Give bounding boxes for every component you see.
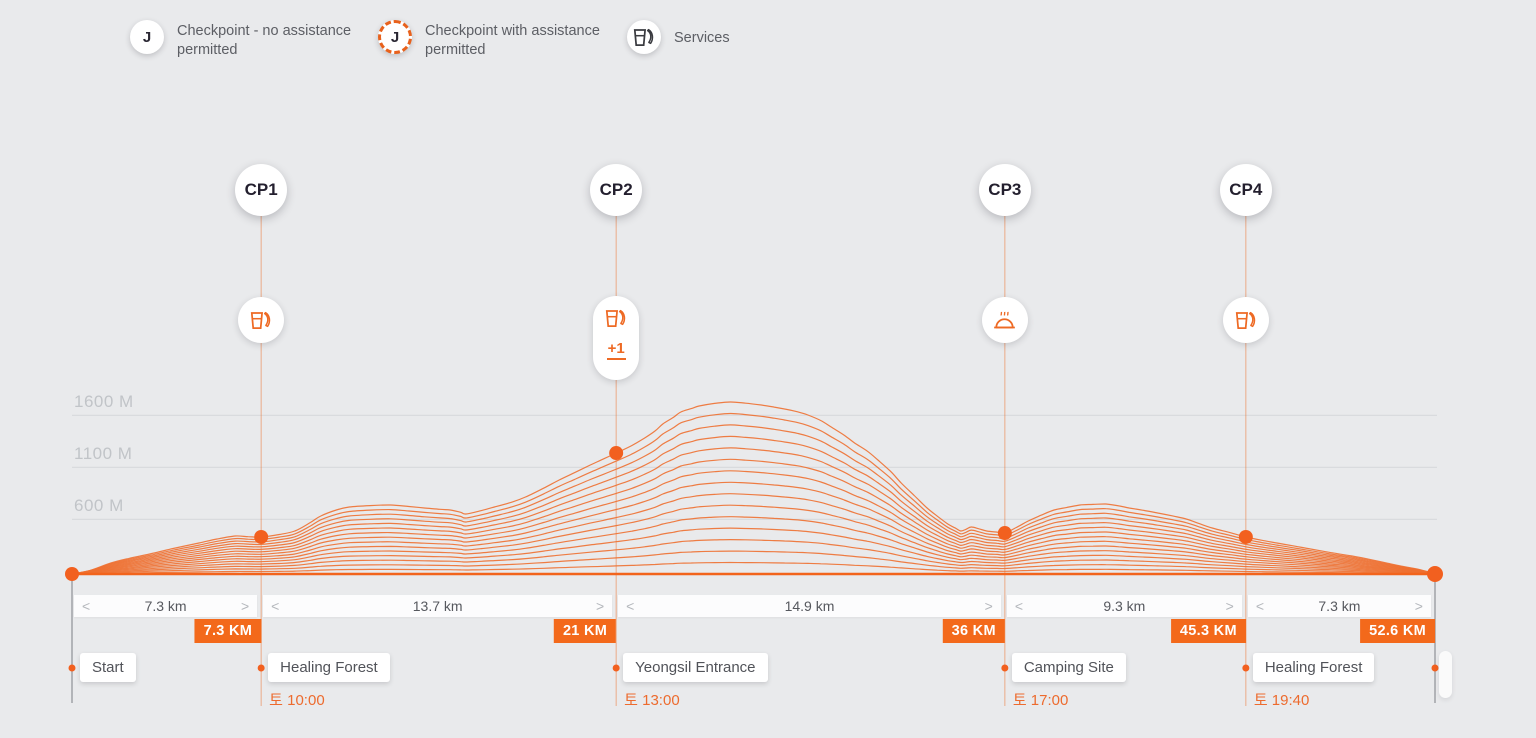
elevation-ridgeline (71, 538, 1436, 575)
elevation-ridgeline (71, 470, 1436, 575)
segment-distance-label: 9.3 km (1103, 598, 1146, 614)
checkpoint-profile-dot (254, 529, 269, 544)
elevation-ridgeline (71, 550, 1436, 575)
next-arrow-icon[interactable]: > (984, 598, 993, 614)
segment-distance-bar: <14.9 km > (618, 595, 1001, 617)
prev-arrow-icon[interactable]: < (1014, 598, 1024, 614)
checkpoint-time-label: 토 13:00 (624, 692, 680, 709)
start-dot (65, 567, 79, 581)
axis-label-elevation: 1100 M (74, 444, 133, 464)
elevation-ridgeline (71, 516, 1436, 575)
elevation-ridgeline (71, 561, 1436, 575)
label-anchor-dot (1431, 664, 1439, 672)
cumulative-km-badge: 7.3 KM (194, 619, 262, 643)
checkpoint-time-label: 토 17:00 (1012, 692, 1069, 709)
elevation-ridgeline (71, 424, 1436, 575)
label-anchor-dot (68, 664, 76, 672)
checkpoint-location-label: Yeongsil Entrance (623, 653, 768, 682)
cumulative-km-badge: 45.3 KM (1170, 619, 1246, 643)
label-anchor-dot (1242, 664, 1250, 672)
prev-arrow-icon[interactable]: < (82, 598, 91, 614)
prev-arrow-icon[interactable]: < (626, 598, 635, 614)
services-icon (238, 297, 285, 343)
checkpoint-solid-icon: J (130, 20, 164, 54)
segment-distance-label: 14.9 km (784, 598, 835, 614)
label-anchor-dot (612, 664, 620, 672)
next-arrow-icon[interactable]: > (595, 598, 605, 614)
services-icon (1222, 297, 1269, 343)
legend-label: Checkpoint - no assistance permitted (177, 23, 352, 58)
finish-dot (1427, 566, 1443, 582)
checkpoint-profile-dot (997, 526, 1012, 541)
extra-services-count[interactable]: +1 (606, 340, 626, 360)
axis-label-elevation: 1600 M (74, 392, 134, 412)
services-pill: +1 (593, 296, 640, 380)
elevation-ridgeline (71, 458, 1436, 575)
checkpoint-location-label: Camping Site (1011, 653, 1126, 682)
checkpoint-location-label: Healing Forest (1252, 653, 1375, 682)
checkpoint-time-label: 토 10:00 (269, 692, 325, 709)
checkpoint-marker-cp2[interactable]: CP2 (590, 164, 643, 216)
legend-item-checkpoint-no-assistance: J Checkpoint - no assistance permitted (130, 20, 367, 60)
segment-distance-label: 7.3 km (1318, 598, 1361, 614)
checkpoint-time-label: 토 19:40 (1253, 692, 1310, 709)
start-label: Start (80, 653, 136, 682)
elevation-ridgeline (71, 493, 1436, 575)
cumulative-km-badge: 21 KM (553, 619, 617, 643)
services-icon (603, 305, 629, 336)
elevation-ridgeline (71, 527, 1436, 575)
elevation-ridgeline (71, 504, 1436, 575)
legend-label: Services (674, 30, 730, 46)
elevation-ridgeline (71, 435, 1436, 575)
prev-arrow-icon[interactable]: < (1255, 598, 1265, 614)
next-arrow-icon[interactable]: > (240, 598, 250, 614)
cumulative-km-badge: 52.6 KM (1360, 619, 1435, 643)
segment-distance-bar: <13.7 km > (263, 595, 613, 617)
checkpoint-dashed-icon: J (378, 20, 412, 54)
checkpoint-profile-dot (609, 446, 624, 461)
checkpoint-location-label: Healing Forest (268, 653, 390, 682)
elevation-ridgeline (71, 401, 1436, 575)
label-anchor-dot (257, 664, 265, 672)
prev-arrow-icon[interactable]: < (271, 598, 280, 614)
checkpoint-profile-dot (1238, 529, 1253, 544)
checkpoint-marker-cp3[interactable]: CP3 (978, 164, 1031, 216)
segment-distance-label: 7.3 km (144, 598, 187, 614)
elevation-ridgeline (71, 412, 1436, 575)
label-anchor-dot (1001, 664, 1009, 672)
legend-label: Checkpoint with assistance permitted (425, 23, 600, 58)
segment-distance-bar: <9.3 km > (1006, 595, 1242, 617)
checkpoint-marker-cp1[interactable]: CP1 (235, 164, 288, 216)
cumulative-km-badge: 36 KM (942, 619, 1005, 643)
next-arrow-icon[interactable]: > (1225, 598, 1234, 614)
axis-label-elevation: 600 M (74, 496, 124, 516)
hot-meal-icon (981, 297, 1028, 343)
legend-item-checkpoint-with-assistance: J Checkpoint with assistance permitted (378, 20, 615, 60)
checkpoint-marker-cp4[interactable]: CP4 (1219, 164, 1272, 216)
elevation-ridgeline (71, 447, 1436, 575)
segment-distance-bar: <7.3 km > (1247, 595, 1431, 617)
segment-distance-label: 13.7 km (412, 598, 463, 614)
finish-label-placeholder (1439, 651, 1452, 698)
legend-item-services: Services (627, 20, 730, 54)
next-arrow-icon[interactable]: > (1414, 598, 1423, 614)
segment-distance-bar: <7.3 km > (74, 595, 258, 617)
elevation-ridgeline (71, 481, 1436, 575)
services-icon (627, 20, 661, 54)
